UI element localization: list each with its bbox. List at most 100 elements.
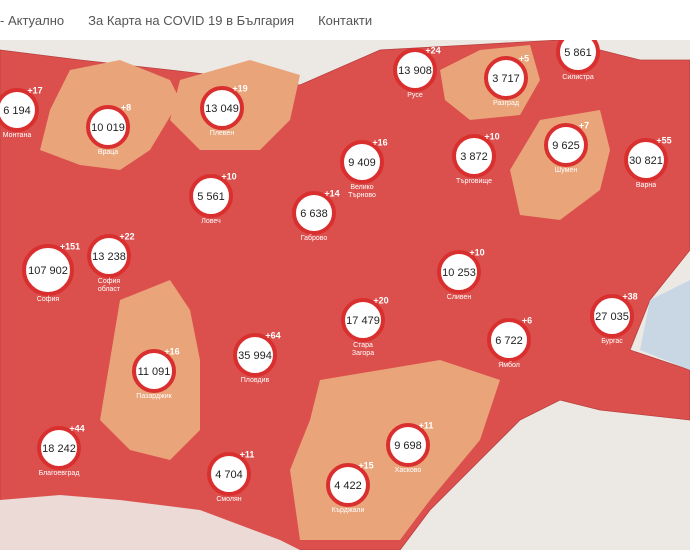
marker-delta: +22 (119, 231, 134, 241)
marker[interactable] (87, 234, 131, 278)
marker-delta: +19 (232, 83, 247, 93)
marker-delta: +7 (579, 120, 589, 130)
marker-delta: +55 (656, 135, 671, 145)
marker-delta: +10 (469, 247, 484, 257)
sea (640, 280, 690, 370)
marker-delta: +151 (60, 241, 80, 251)
marker[interactable] (624, 138, 668, 182)
region-name: Пазарджик (136, 393, 172, 400)
map: 6 194 +17 Монтана 10 019 +8 Враца 13 049 +19 Пле… (0, 30, 690, 551)
region-name: Плевен (210, 130, 235, 137)
region-name: Загора (352, 350, 374, 357)
marker-count: 6 194 (3, 105, 31, 117)
marker-count: 3 717 (492, 73, 520, 85)
region-name: Смолян (216, 496, 241, 503)
region-name: Търново (348, 192, 376, 199)
marker-count: 9 698 (394, 440, 422, 452)
marker-delta: +17 (27, 85, 42, 95)
marker-count: 13 049 (205, 103, 239, 115)
marker[interactable] (326, 463, 370, 507)
nav-link[interactable]: Контакти (318, 12, 373, 28)
region-name: Сливен (447, 294, 472, 301)
nav-link[interactable]: За Карта на COVID 19 в България (88, 12, 295, 28)
marker-count: 30 821 (629, 155, 663, 167)
marker-delta: +44 (69, 423, 84, 433)
marker-count: 5 561 (197, 191, 225, 203)
region-name: Габрово (301, 234, 328, 242)
region-name: София (37, 296, 60, 303)
marker-count: 17 479 (346, 315, 380, 327)
nav-link[interactable]: - Актуално (0, 12, 65, 28)
nav-bar: - Актуално За Карта на COVID 19 в Българи… (0, 0, 690, 40)
region-name: Ямбол (498, 361, 520, 369)
region-name: Хасково (395, 467, 422, 474)
marker[interactable] (0, 88, 39, 132)
region-name: София (98, 278, 121, 285)
marker-delta: +11 (240, 449, 255, 459)
marker-count: 4 704 (215, 469, 243, 481)
region-name: област (98, 285, 121, 293)
marker-count: 107 902 (28, 265, 68, 277)
region-name: Шумен (555, 167, 578, 174)
marker-delta: +6 (522, 315, 532, 325)
marker[interactable] (437, 250, 481, 294)
marker-count: 10 253 (442, 267, 476, 279)
marker-count: 11 091 (138, 366, 171, 378)
region-name: Варна (636, 182, 656, 189)
marker-delta: +16 (372, 137, 387, 147)
marker-count: 13 238 (92, 251, 126, 263)
marker-count: 9 409 (348, 157, 376, 169)
marker-count: 18 242 (42, 443, 76, 455)
marker-count: 9 625 (552, 140, 580, 152)
marker[interactable] (22, 244, 74, 296)
marker[interactable] (484, 56, 528, 100)
marker-count: 13 908 (398, 65, 432, 77)
region-name: Монтана (3, 132, 32, 139)
marker-delta: +38 (622, 291, 637, 301)
marker-delta: +10 (484, 131, 499, 141)
marker-count: 27 035 (595, 311, 629, 323)
marker-count: 10 019 (91, 122, 125, 134)
marker[interactable] (292, 191, 336, 235)
region-name: Ловеч (201, 218, 221, 225)
marker-count: 6 638 (300, 208, 328, 220)
marker-delta: +16 (164, 346, 179, 356)
marker-delta: +14 (324, 188, 339, 198)
marker-delta: +20 (373, 295, 388, 305)
marker-count: 6 722 (495, 335, 523, 347)
marker[interactable] (233, 333, 277, 377)
marker-delta: +5 (519, 53, 529, 63)
marker-count: 5 861 (564, 47, 592, 59)
marker-delta: +8 (121, 102, 131, 112)
marker[interactable] (37, 426, 81, 470)
marker[interactable] (86, 105, 130, 149)
region-name: Пловдив (241, 377, 270, 384)
marker[interactable] (207, 452, 251, 496)
marker[interactable] (590, 294, 634, 338)
marker[interactable] (393, 48, 437, 92)
marker[interactable] (132, 349, 176, 393)
marker-delta: +64 (265, 330, 280, 340)
marker-count: 3 872 (460, 151, 488, 163)
marker-count: 35 994 (238, 350, 272, 362)
marker-delta: +24 (425, 45, 440, 55)
marker[interactable] (200, 86, 244, 130)
region-name: Велико (350, 184, 373, 191)
region-name: Русе (407, 92, 423, 99)
border-area (0, 495, 300, 550)
region-name: Стара (353, 342, 373, 349)
marker[interactable] (452, 134, 496, 178)
marker[interactable] (189, 174, 233, 218)
marker[interactable] (487, 318, 531, 362)
marker-delta: +11 (419, 420, 434, 430)
marker-delta: +15 (358, 460, 373, 470)
region-name: Бургас (601, 338, 623, 345)
marker[interactable] (340, 140, 384, 184)
marker[interactable] (341, 298, 385, 342)
marker[interactable] (544, 123, 588, 167)
region-name: Силистра (562, 74, 594, 81)
marker-count: 4 422 (334, 480, 362, 492)
region-name: Разград (493, 100, 519, 107)
marker[interactable] (386, 423, 430, 467)
